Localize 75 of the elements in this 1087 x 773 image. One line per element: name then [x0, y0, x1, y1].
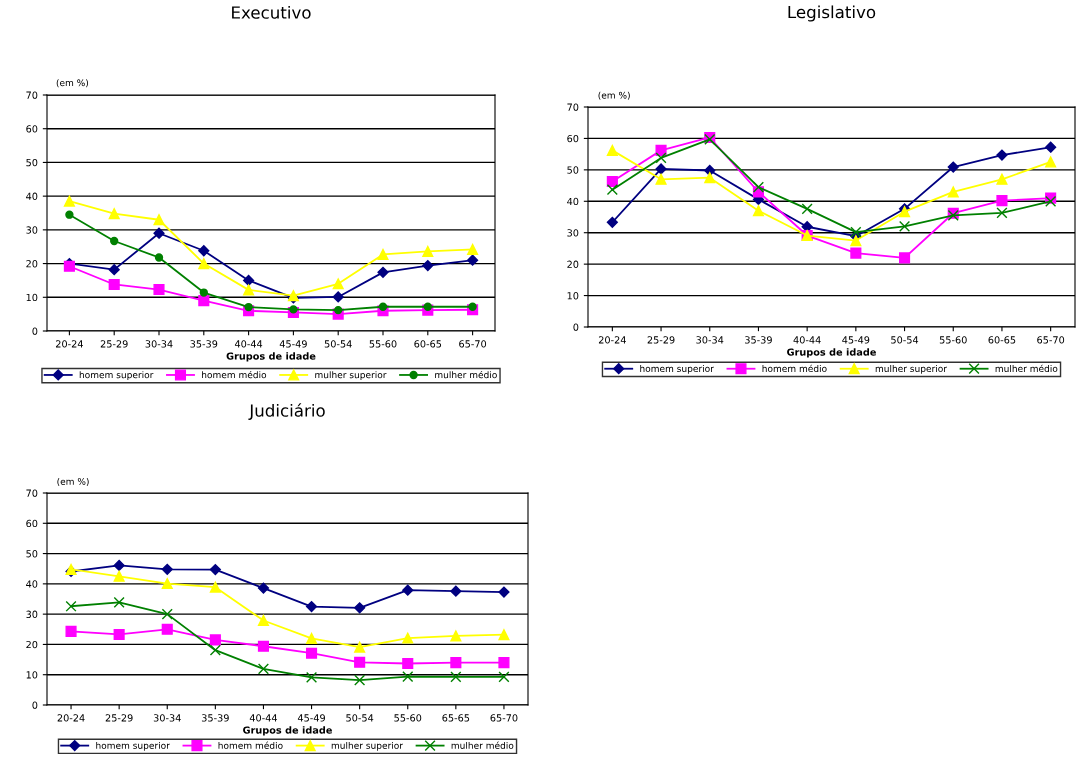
y-tick-label: 20	[26, 640, 38, 649]
legend-label: mulher superior	[315, 371, 387, 380]
chart-title: Executivo	[232, 5, 311, 19]
x-tick-label: 25-29	[105, 714, 133, 722]
x-tick-label: 60-65	[414, 340, 442, 348]
x-tick-label: 65-65	[442, 714, 470, 722]
x-tick-label: 65-70	[1037, 336, 1065, 344]
y-tick-label: 30	[26, 610, 38, 618]
y-tick-label: 40	[567, 197, 579, 206]
y-tick-label: 50	[567, 166, 579, 174]
x-tick-label: 65-70	[459, 340, 487, 348]
x-axis-title: Grupos de idade	[226, 352, 316, 362]
legend-label: mulher médio	[995, 364, 1058, 373]
legend-label: homem superior	[79, 371, 154, 380]
y-tick-label: 40	[26, 192, 38, 200]
x-tick-label: 40-44	[234, 340, 263, 348]
legend-label: mulher superior	[875, 365, 947, 374]
x-axis-title: Grupos de idade	[787, 348, 876, 358]
x-tick-label: 60-65	[988, 336, 1016, 344]
y-tick-label: 10	[26, 671, 38, 679]
legend-label: homem superior	[96, 741, 170, 751]
x-tick-label: 20-24	[57, 714, 85, 722]
x-tick-label: 65-70	[490, 714, 518, 722]
y-tick-label: 70	[567, 103, 579, 111]
x-tick-label: 55-60	[939, 336, 967, 344]
y-tick-label: 70	[26, 489, 38, 497]
y-tick-label: 20	[567, 260, 579, 268]
y-tick-label: 10	[26, 293, 38, 302]
legend-label: mulher médio	[451, 741, 514, 749]
x-tick-label: 55-60	[394, 714, 422, 722]
chart-title: Legislativo	[788, 5, 876, 22]
y-tick-label: 0	[32, 701, 38, 709]
y-tick-label: 40	[26, 580, 38, 588]
x-tick-label: 55-60	[369, 340, 397, 348]
x-tick-label: 35-39	[190, 340, 218, 348]
y-axis-title: (em %)	[598, 91, 630, 100]
x-tick-label: 45-49	[842, 336, 870, 344]
x-tick-label: 50-54	[346, 714, 374, 722]
x-tick-label: 45-49	[297, 714, 325, 722]
x-tick-label: 30-34	[696, 336, 724, 344]
y-tick-label: 60	[567, 134, 579, 143]
y-tick-label: 50	[26, 158, 38, 167]
y-axis-title: (em %)	[56, 79, 89, 88]
x-tick-label: 20-24	[598, 336, 626, 344]
chart-title: Judiciário	[248, 403, 325, 420]
x-tick-label: 40-44	[793, 336, 821, 344]
x-tick-label: 35-39	[745, 336, 772, 344]
x-tick-label: 30-34	[145, 340, 173, 348]
y-tick-label: 60	[26, 519, 38, 528]
x-axis-title: Grupos de idade	[243, 726, 332, 736]
x-tick-label: 20-24	[55, 340, 83, 348]
legend-label: homem médio	[218, 741, 283, 749]
x-tick-label: 25-29	[647, 336, 675, 344]
y-tick-label: 30	[26, 226, 38, 234]
x-tick-label: 35-39	[201, 714, 229, 722]
y-tick-label: 0	[32, 327, 38, 335]
y-tick-label: 30	[567, 229, 579, 237]
x-tick-label: 45-49	[279, 340, 307, 348]
legend-label: mulher médio	[435, 370, 497, 379]
x-tick-label: 50-54	[891, 336, 919, 344]
y-tick-label: 70	[26, 91, 38, 99]
y-tick-label: 50	[26, 550, 38, 558]
legend-label: homem médio	[202, 370, 267, 379]
legend-label: mulher superior	[331, 741, 403, 751]
y-tick-label: 0	[573, 323, 579, 331]
x-tick-label: 50-54	[324, 340, 352, 348]
legend-label: homem médio	[762, 364, 827, 373]
legend-label: homem superior	[640, 365, 714, 374]
x-tick-label: 25-29	[100, 340, 128, 348]
y-tick-label: 10	[567, 292, 579, 300]
x-tick-label: 30-34	[153, 714, 181, 722]
y-tick-label: 20	[26, 260, 38, 268]
x-tick-label: 40-44	[249, 714, 278, 722]
y-tick-label: 60	[26, 125, 38, 133]
y-axis-title: (em %)	[57, 477, 89, 486]
